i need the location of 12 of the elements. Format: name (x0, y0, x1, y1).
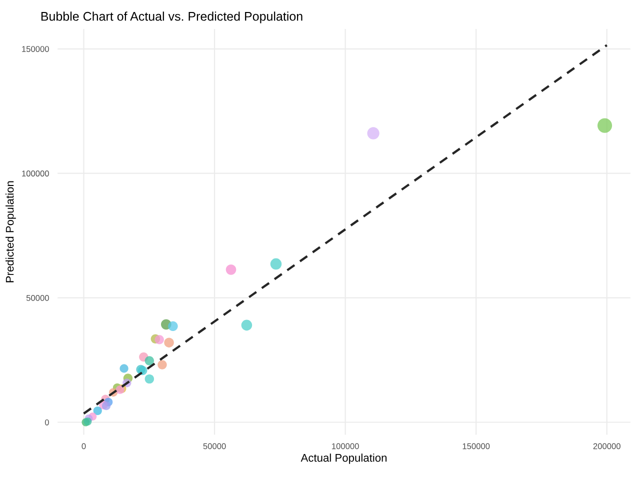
x-tick-label: 50000 (203, 443, 226, 450)
x-tick-label: 100000 (332, 443, 359, 450)
chart-title: Bubble Chart of Actual vs. Predicted Population (41, 12, 302, 24)
y-axis-title: Predicted Population (6, 181, 16, 282)
y-tick-label: 150000 (22, 46, 49, 52)
x-tick-label: 0 (82, 443, 86, 450)
y-tick-label: 50000 (26, 295, 49, 301)
y-tick-label: 100000 (22, 170, 49, 176)
x-axis-title: Actual Population (300, 454, 387, 464)
x-tick-label: 150000 (462, 443, 490, 450)
y-tick-label: 0 (44, 419, 49, 426)
x-tick-label: 200000 (593, 443, 620, 450)
